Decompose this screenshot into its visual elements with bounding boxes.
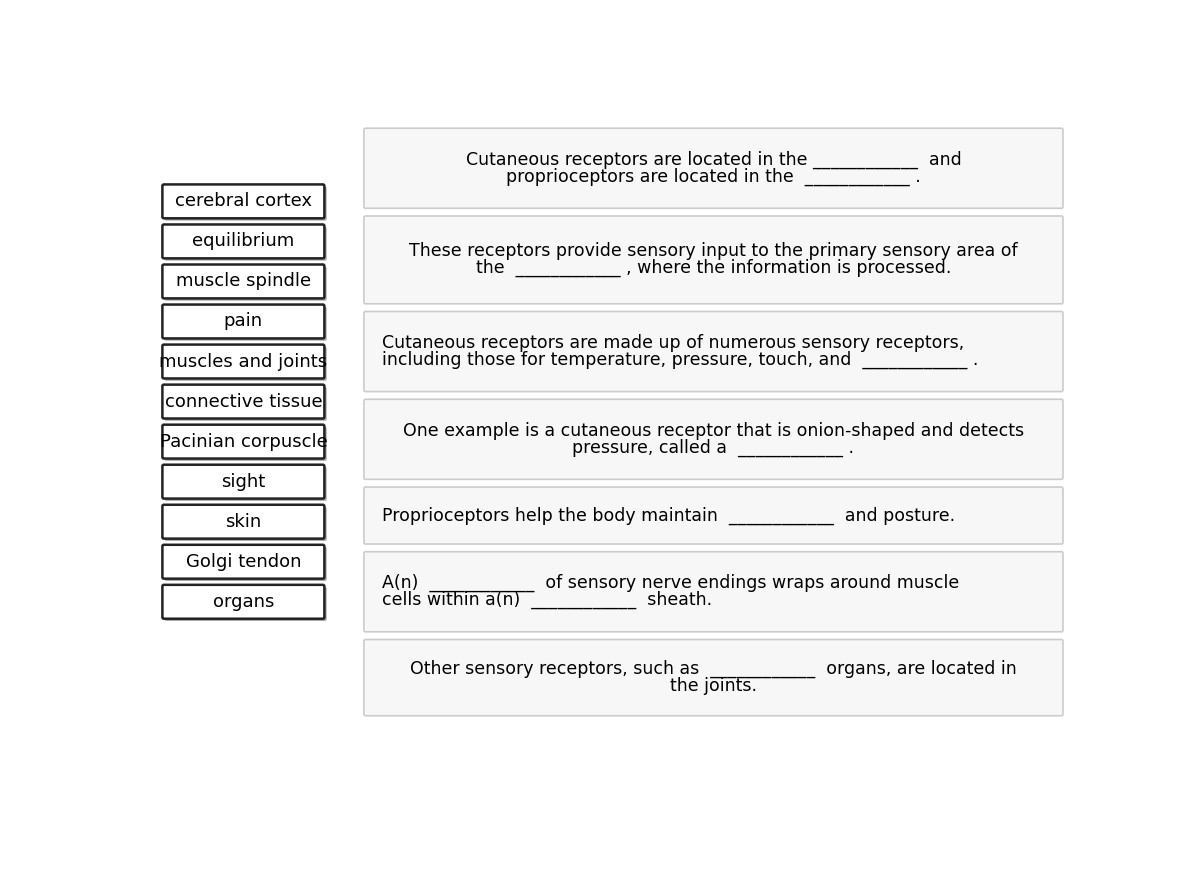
FancyBboxPatch shape: [164, 387, 326, 420]
FancyBboxPatch shape: [364, 312, 1063, 392]
Text: equilibrium: equilibrium: [192, 232, 294, 251]
FancyBboxPatch shape: [162, 344, 324, 378]
Text: A(n)  ____________  of sensory nerve endings wraps around muscle: A(n) ____________ of sensory nerve endin…: [383, 574, 960, 592]
FancyBboxPatch shape: [164, 347, 326, 381]
FancyBboxPatch shape: [164, 267, 326, 300]
FancyBboxPatch shape: [162, 185, 324, 218]
Text: Golgi tendon: Golgi tendon: [186, 553, 301, 571]
Text: pain: pain: [224, 313, 263, 330]
FancyBboxPatch shape: [162, 585, 324, 618]
FancyBboxPatch shape: [364, 399, 1063, 479]
Text: skin: skin: [226, 512, 262, 531]
FancyBboxPatch shape: [162, 425, 324, 458]
Text: Other sensory receptors, such as  ____________  organs, are located in: Other sensory receptors, such as _______…: [410, 660, 1016, 678]
FancyBboxPatch shape: [164, 307, 326, 341]
Text: One example is a cutaneous receptor that is onion-shaped and detects: One example is a cutaneous receptor that…: [403, 422, 1024, 440]
Text: Cutaneous receptors are located in the ____________  and: Cutaneous receptors are located in the _…: [466, 151, 961, 169]
Text: pressure, called a  ____________ .: pressure, called a ____________ .: [572, 439, 854, 457]
Text: organs: organs: [212, 593, 274, 611]
Text: the joints.: the joints.: [670, 677, 757, 695]
Text: muscle spindle: muscle spindle: [176, 272, 311, 291]
FancyBboxPatch shape: [364, 639, 1063, 716]
Text: proprioceptors are located in the  ____________ .: proprioceptors are located in the ______…: [506, 167, 920, 186]
FancyBboxPatch shape: [162, 545, 324, 579]
Text: the  ____________ , where the information is processed.: the ____________ , where the information…: [475, 259, 952, 278]
Text: Cutaneous receptors are made up of numerous sensory receptors,: Cutaneous receptors are made up of numer…: [383, 334, 965, 352]
FancyBboxPatch shape: [162, 265, 324, 299]
Text: muscles and joints: muscles and joints: [160, 352, 328, 371]
FancyBboxPatch shape: [162, 385, 324, 419]
Text: cells within a(n)  ____________  sheath.: cells within a(n) ____________ sheath.: [383, 591, 713, 610]
FancyBboxPatch shape: [364, 216, 1063, 304]
FancyBboxPatch shape: [164, 587, 326, 621]
FancyBboxPatch shape: [162, 505, 324, 539]
Text: These receptors provide sensory input to the primary sensory area of: These receptors provide sensory input to…: [409, 243, 1018, 260]
Text: Proprioceptors help the body maintain  ____________  and posture.: Proprioceptors help the body maintain __…: [383, 506, 955, 525]
Text: connective tissue: connective tissue: [164, 392, 322, 411]
FancyBboxPatch shape: [364, 128, 1063, 208]
FancyBboxPatch shape: [364, 552, 1063, 632]
FancyBboxPatch shape: [164, 548, 326, 581]
FancyBboxPatch shape: [164, 507, 326, 541]
Text: Pacinian corpuscle: Pacinian corpuscle: [160, 433, 328, 450]
FancyBboxPatch shape: [162, 224, 324, 258]
FancyBboxPatch shape: [164, 467, 326, 501]
FancyBboxPatch shape: [164, 227, 326, 261]
FancyBboxPatch shape: [364, 487, 1063, 544]
Text: sight: sight: [221, 473, 265, 491]
FancyBboxPatch shape: [162, 305, 324, 338]
FancyBboxPatch shape: [164, 427, 326, 461]
FancyBboxPatch shape: [162, 464, 324, 498]
Text: including those for temperature, pressure, touch, and  ____________ .: including those for temperature, pressur…: [383, 351, 979, 369]
Text: cerebral cortex: cerebral cortex: [175, 193, 312, 210]
FancyBboxPatch shape: [164, 187, 326, 221]
